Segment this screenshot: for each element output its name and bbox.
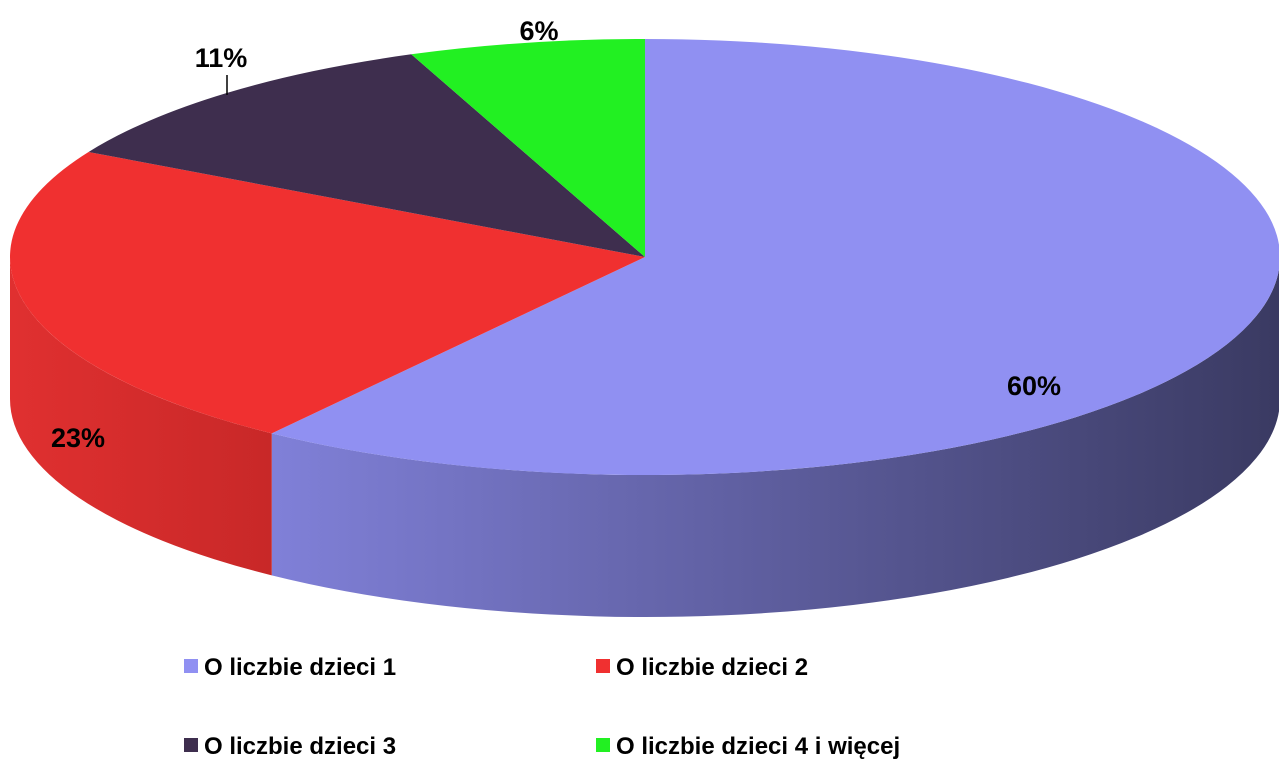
legend-swatch-3 [596, 738, 610, 752]
pie-side-1 [10, 257, 272, 576]
pie-sides [10, 257, 1279, 617]
legend-label-3: O liczbie dzieci 4 i więcej [616, 733, 900, 760]
legend-swatch-1 [596, 659, 610, 673]
data-label-3: 6% [519, 16, 558, 46]
pie-slice-2 [88, 54, 645, 257]
pie-tops [9, 39, 1279, 475]
data-label-2: 11% [195, 43, 248, 73]
pie-slice-3 [411, 39, 645, 257]
data-label-1: 23% [51, 423, 105, 453]
data-label-0: 60% [1007, 371, 1061, 401]
legend: O liczbie dzieci 1 O liczbie dzieci 2 O li… [184, 654, 900, 760]
pie-labels: 60% 23% 11% 6% [51, 16, 1061, 453]
legend-label-2: O liczbie dzieci 3 [204, 733, 396, 760]
legend-swatch-0 [184, 659, 198, 673]
pie-slice-0 [271, 39, 1279, 475]
legend-label-1: O liczbie dzieci 2 [616, 654, 808, 681]
pie-slice-1 [9, 151, 646, 434]
legend-swatch-2 [184, 738, 198, 752]
legend-label-0: O liczbie dzieci 1 [204, 654, 396, 681]
pie-side-0 [271, 268, 1279, 617]
